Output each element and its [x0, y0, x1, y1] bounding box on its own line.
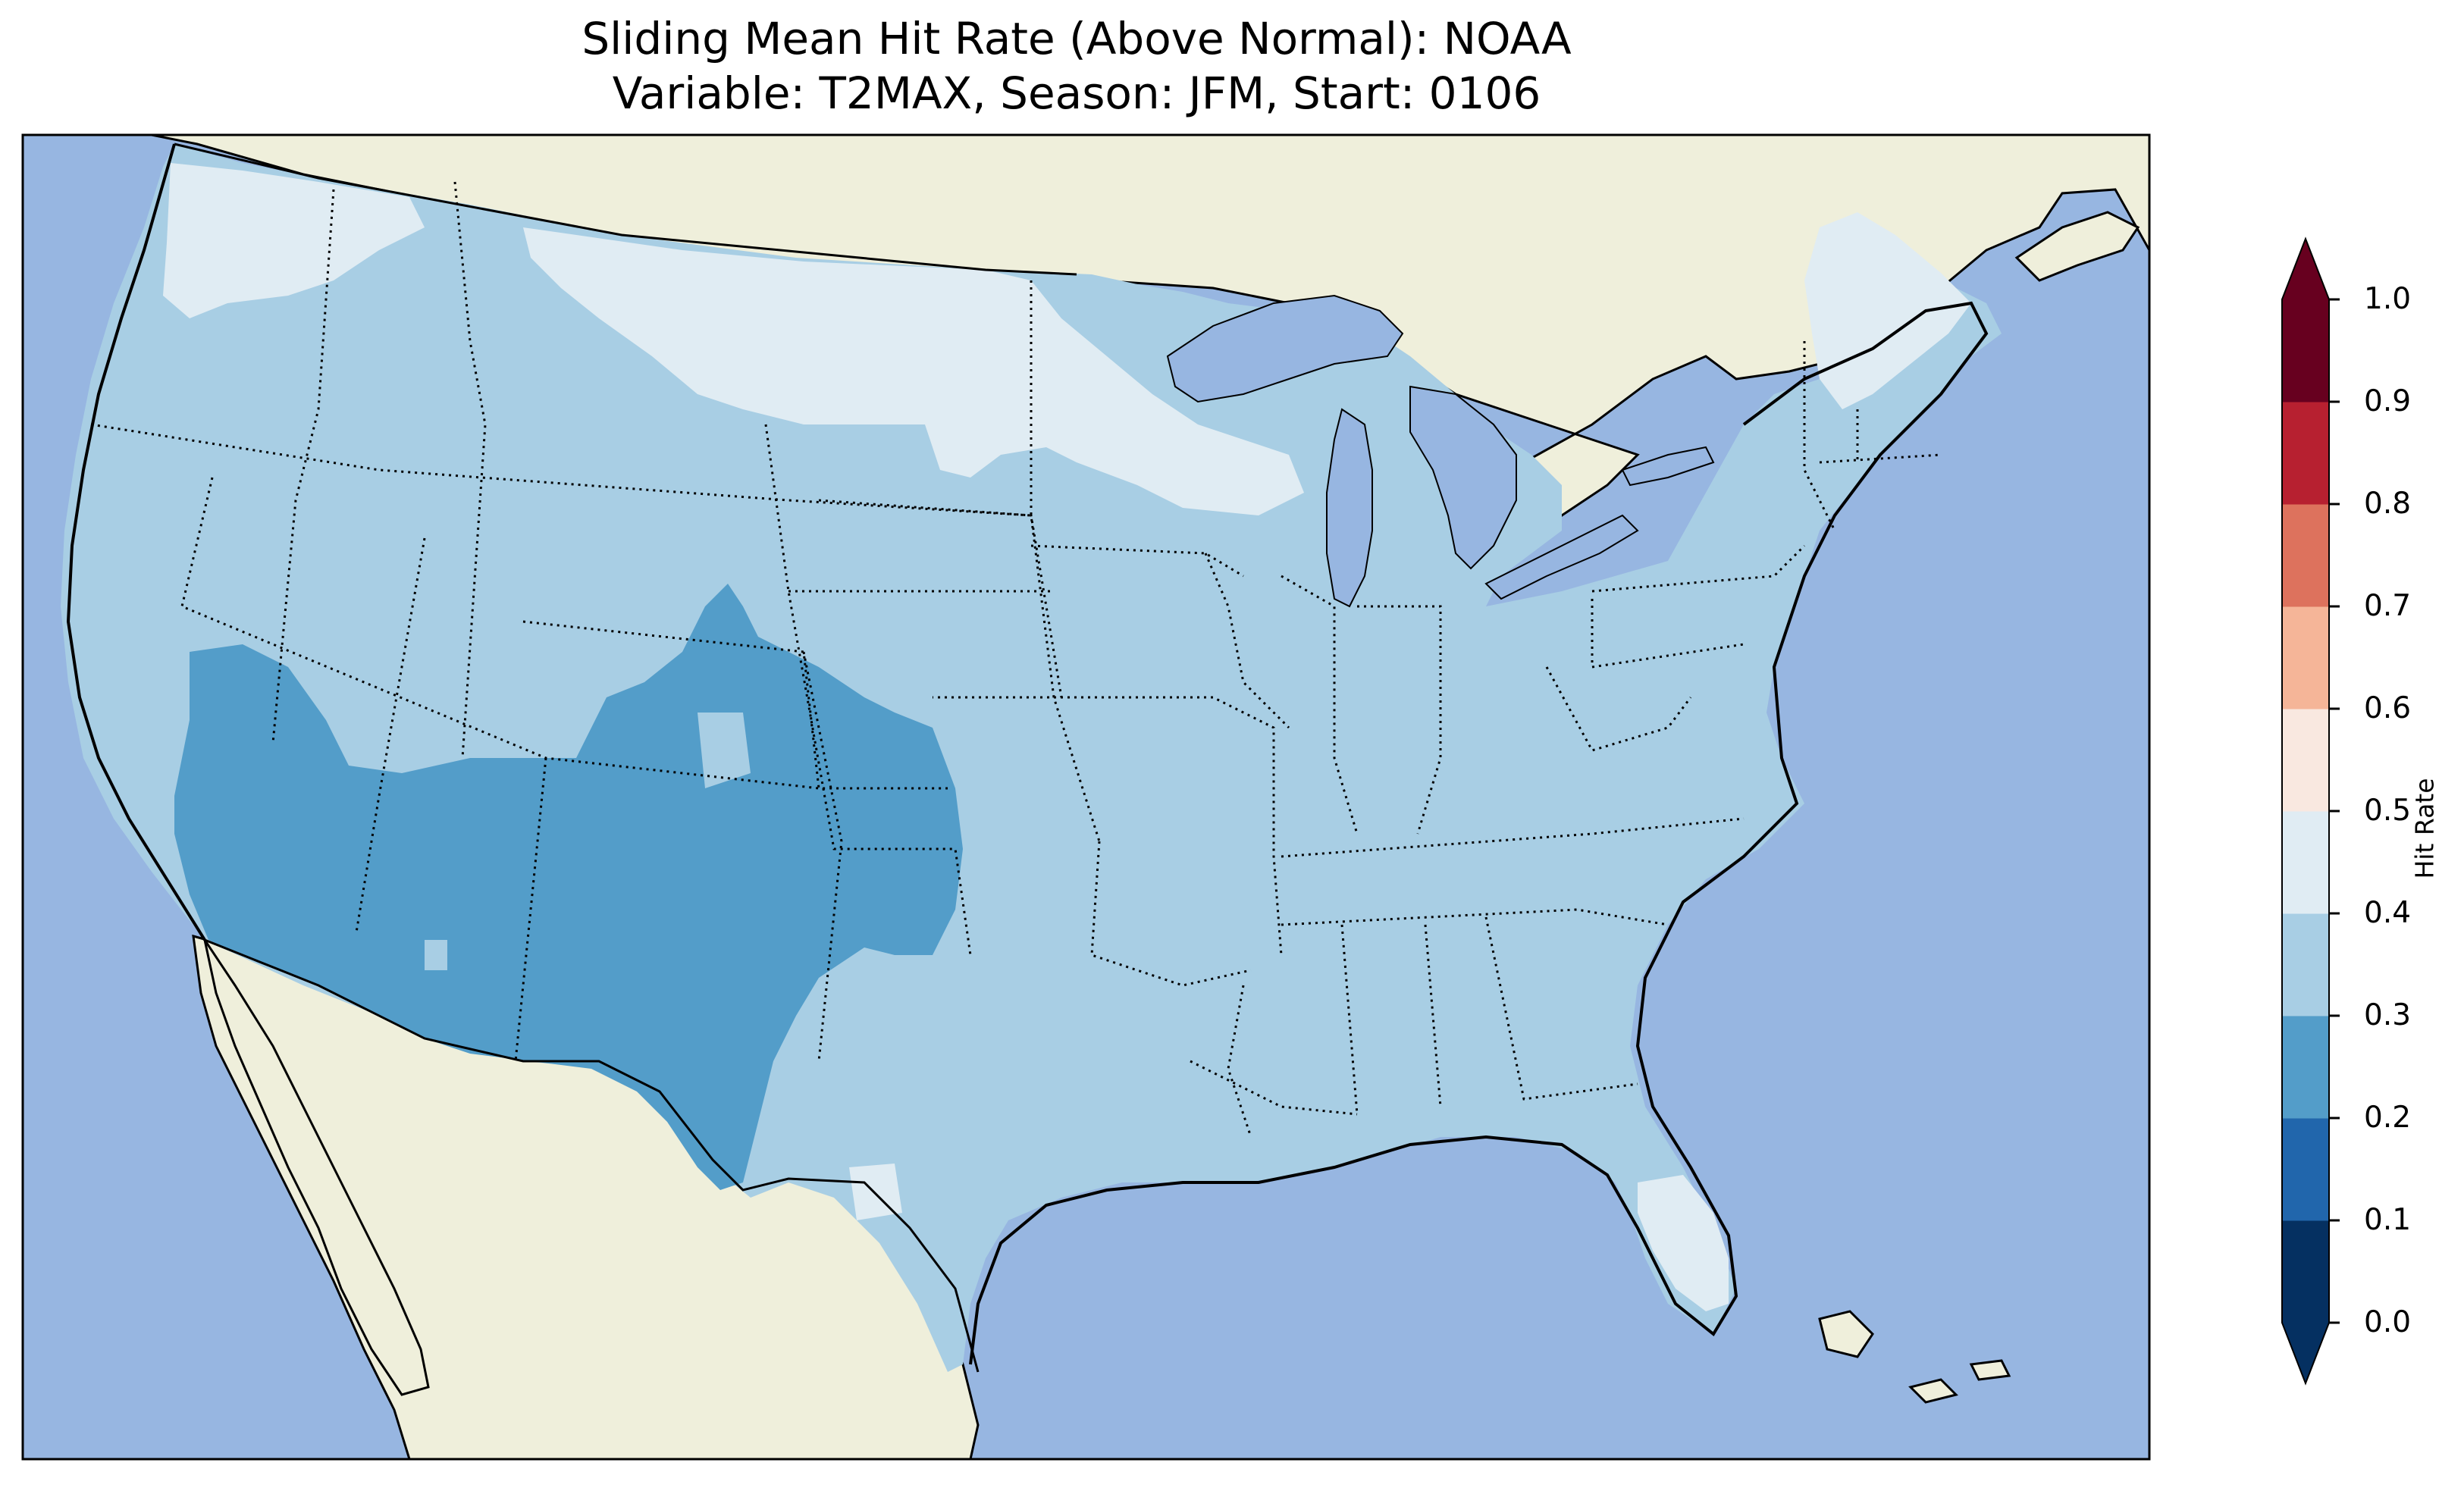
colorbar-tick-label: 0.5	[2364, 794, 2412, 828]
map-title-line2: Variable: T2MAX, Season: JFM, Start: 010…	[612, 67, 1541, 119]
colorbar-bin	[2282, 504, 2329, 607]
colorbar-tick-label: 0.4	[2364, 896, 2412, 930]
region-pacific-northwest	[163, 163, 425, 318]
colorbar	[2281, 236, 2340, 1386]
region-az-island	[425, 940, 447, 970]
map-title-line1: Sliding Mean Hit Rate (Above Normal): NO…	[582, 13, 1572, 64]
colorbar-bin	[2282, 402, 2329, 505]
colorbar-bin	[2282, 606, 2329, 709]
region-utah-island	[698, 713, 751, 788]
map-axes	[23, 135, 2149, 1459]
colorbar-tick-label: 0.9	[2364, 384, 2412, 418]
colorbar-bin	[2282, 299, 2329, 402]
lake-huron	[1409, 385, 1517, 570]
colorbar-tick-label: 0.1	[2364, 1203, 2412, 1237]
colorbar-tick-label: 0.3	[2364, 998, 2412, 1032]
cuba-bahamas-land	[1818, 1310, 2011, 1404]
colorbar-tick-label: 0.0	[2364, 1305, 2412, 1339]
region-northern-plains	[523, 227, 1304, 515]
state-borders	[90, 181, 1942, 1138]
colorbar-extend-min	[2282, 1323, 2329, 1383]
baja-california	[203, 939, 430, 1396]
pacific-coastline	[66, 143, 206, 941]
region-southwest-four-corners	[174, 584, 963, 1190]
colorbar-tick-label: 0.6	[2364, 691, 2412, 725]
nova-scotia	[2014, 211, 2140, 282]
colorbar-tick-label: 1.0	[2364, 282, 2412, 316]
colorbar-extend-max	[2282, 239, 2329, 299]
lake-superior	[1166, 294, 1404, 403]
region-south-florida	[1638, 1175, 1729, 1311]
colorbar-bin	[2282, 1118, 2329, 1221]
colorbar-label: Hit Rate	[2409, 778, 2440, 879]
colorbar-tick-label: 0.8	[2364, 487, 2412, 521]
lake-michigan	[1326, 408, 1373, 608]
colorbar-bin	[2282, 1220, 2329, 1323]
lake-ontario	[1621, 446, 1715, 487]
colorbar-tick-label: 0.7	[2364, 589, 2412, 623]
lake-erie	[1484, 514, 1639, 600]
colorbar-bin	[2282, 811, 2329, 914]
colorbar-bin	[2282, 709, 2329, 812]
international-borders	[174, 143, 1077, 1373]
colorbar-bin	[2282, 1016, 2329, 1119]
colorbar-bin	[2282, 913, 2329, 1016]
map-frame	[21, 133, 2151, 1461]
colorbar-tick-label: 0.2	[2364, 1101, 2412, 1135]
atlantic-gulf-coastline	[969, 301, 1989, 1365]
